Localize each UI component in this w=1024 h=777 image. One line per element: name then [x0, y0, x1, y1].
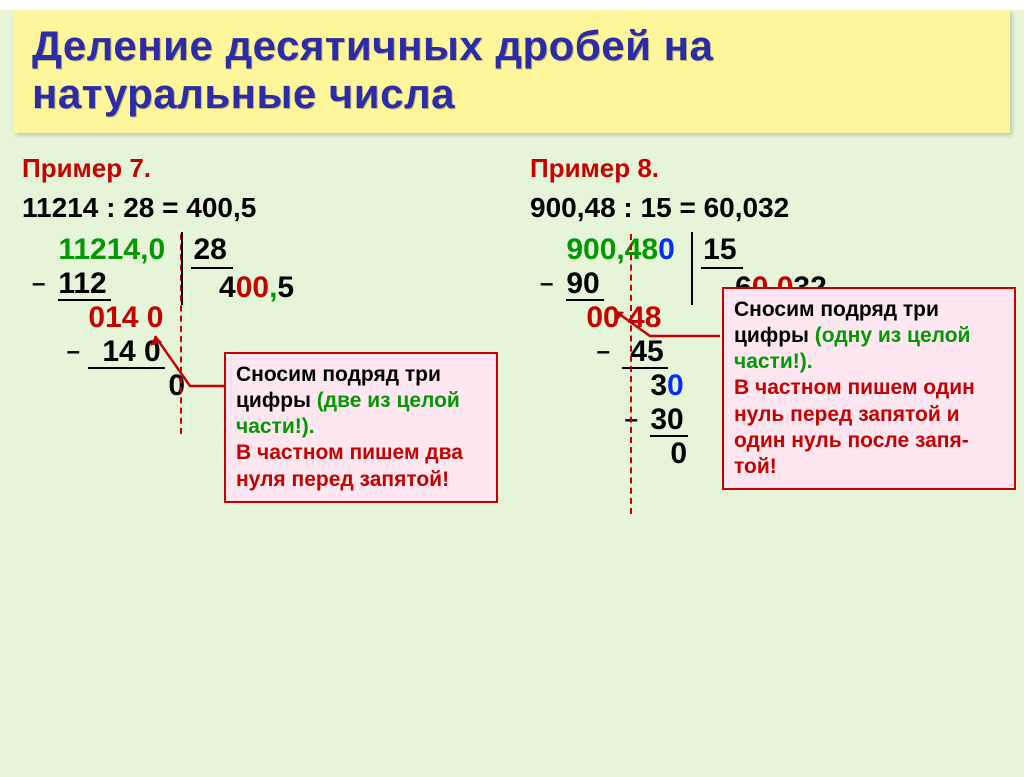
div-zero: 0 [658, 234, 675, 266]
note-line2: В частном пишем два нуля перед запятой! [236, 441, 463, 490]
note-7: Сносим подряд три цифры (две из целой ча… [224, 352, 498, 503]
minus-icon: – [540, 271, 558, 296]
minus-icon: – [32, 339, 80, 364]
equation: 900,48 : 15 = 60,032 [530, 192, 1010, 224]
note-line2: В частном пишем один нуль перед запятой … [734, 376, 975, 478]
minus-icon: – [32, 271, 50, 296]
r3z: 0 [667, 370, 684, 402]
slide-title: Деление десятичных дробей на натуральные… [32, 22, 992, 119]
remainder: 0 [670, 438, 687, 470]
div-comma: , [616, 234, 624, 266]
example-8: Пример 8. 900,48 : 15 = 60,032 900,480 1… [522, 137, 1010, 472]
minus-icon: – [540, 339, 614, 364]
quot-comma: , [269, 272, 277, 304]
quot-5: 5 [277, 272, 294, 304]
s5a: 3 [650, 404, 667, 436]
dash-guide [630, 234, 632, 514]
dividend: 11214,0 [58, 234, 165, 266]
example-label: Пример 7. [22, 153, 502, 184]
columns: Пример 7. 11214 : 28 = 400,5 11214,0 28 … [0, 133, 1024, 472]
s5b: 0 [667, 404, 684, 436]
divisor: 28 [191, 234, 232, 270]
slide: Деление десятичных дробей на натуральные… [0, 10, 1024, 777]
r3: 3 [650, 370, 667, 402]
title-box: Деление десятичных дробей на натуральные… [14, 10, 1010, 133]
minus-icon: – [540, 407, 642, 432]
div-a: 900 [566, 234, 616, 266]
sub-1: 90 [566, 268, 599, 300]
arrow-icon [610, 306, 730, 366]
example-label: Пример 8. [530, 153, 1010, 184]
note-8: Сносим подряд три цифры (одну из целой ч… [722, 287, 1016, 491]
quot-4: 4 [219, 272, 236, 304]
divisor-bracket: 15 [691, 234, 742, 270]
quot-00: 00 [236, 272, 269, 304]
example-7: Пример 7. 11214 : 28 = 400,5 11214,0 28 … [14, 137, 502, 472]
equation: 11214 : 28 = 400,5 [22, 192, 502, 224]
divisor-bracket: 28 [181, 234, 232, 270]
divisor: 15 [701, 234, 742, 270]
sub-1: 112 [58, 268, 106, 300]
